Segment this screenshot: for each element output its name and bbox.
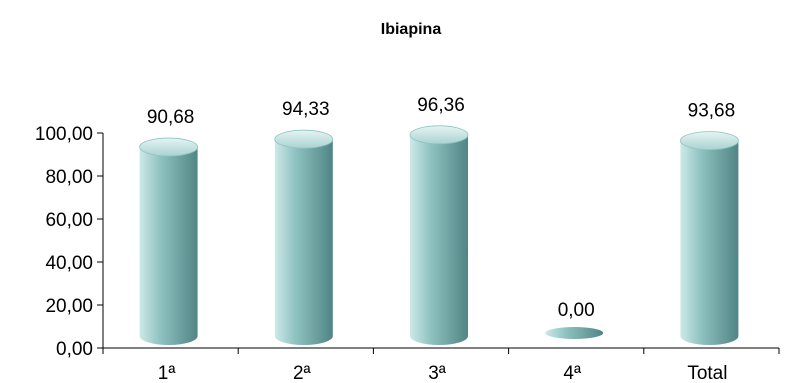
bar-body bbox=[274, 139, 333, 345]
y-tick-label: 0,00 bbox=[56, 339, 93, 360]
bar-body bbox=[139, 147, 198, 345]
y-tick-label: 40,00 bbox=[45, 253, 93, 274]
x-category-label: 4ª bbox=[563, 363, 582, 383]
x-category-label: Total bbox=[687, 363, 727, 383]
data-label: 96,36 bbox=[417, 95, 465, 116]
y-tick-label: 100,00 bbox=[35, 124, 93, 145]
x-category-label: 3ª bbox=[428, 363, 447, 383]
x-category-label: 2ª bbox=[293, 363, 312, 383]
y-axis: 0,00 20,00 40,00 60,00 80,00 100,00 bbox=[35, 124, 104, 360]
bar-flat bbox=[545, 327, 604, 339]
data-labels: 90,68 94,33 96,36 0,00 93,68 bbox=[147, 95, 735, 321]
data-label: 93,68 bbox=[688, 101, 736, 122]
bar bbox=[139, 137, 199, 345]
data-label: 90,68 bbox=[147, 107, 195, 128]
bar bbox=[409, 125, 469, 345]
bar bbox=[680, 131, 739, 345]
data-label: 94,33 bbox=[282, 99, 330, 120]
bar-top bbox=[139, 137, 199, 157]
bar-top bbox=[274, 129, 334, 149]
bar bbox=[545, 327, 604, 339]
y-tick-label: 20,00 bbox=[45, 296, 93, 317]
y-tick-label: 80,00 bbox=[45, 167, 93, 188]
chart-title: Ibiapina bbox=[381, 21, 442, 38]
bar-top bbox=[680, 131, 739, 150]
bars bbox=[139, 125, 739, 345]
y-tick-label: 60,00 bbox=[45, 210, 93, 231]
x-category-label: 1ª bbox=[158, 363, 177, 383]
data-label: 0,00 bbox=[558, 300, 595, 321]
bar-top bbox=[409, 125, 469, 145]
bar-body bbox=[410, 134, 468, 345]
x-axis: 1ª 2ª 3ª 4ª Total bbox=[102, 347, 780, 383]
bar bbox=[274, 129, 334, 345]
bar-body bbox=[680, 140, 739, 345]
